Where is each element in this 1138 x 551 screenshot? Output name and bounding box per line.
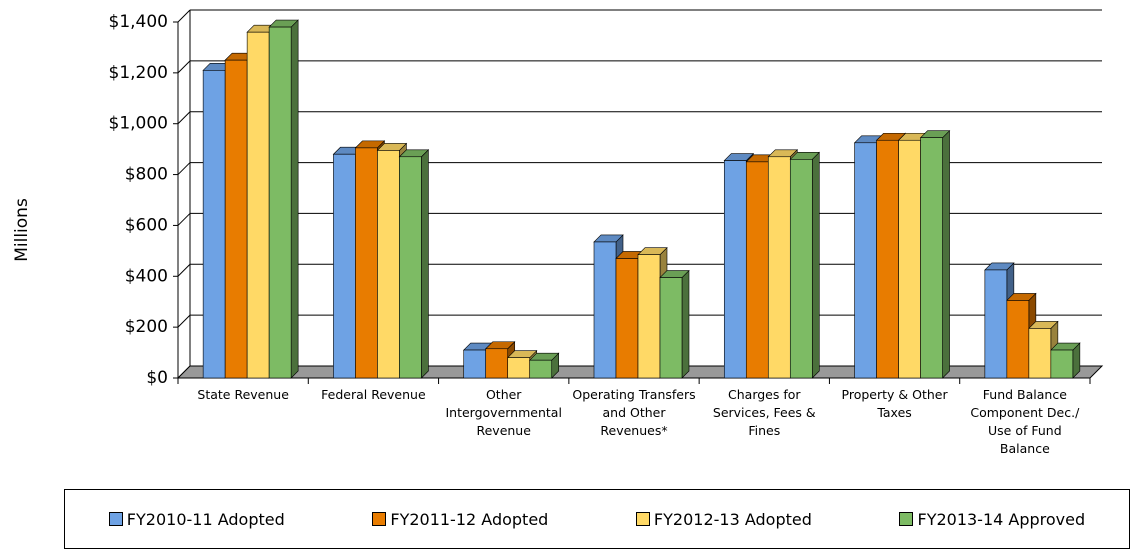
x-tick-label: Other Intergovernmental Revenue bbox=[445, 387, 562, 438]
legend-item: FY2012-13 Adopted bbox=[635, 509, 812, 529]
x-tick-label: State Revenue bbox=[197, 387, 289, 402]
bar bbox=[224, 59, 248, 379]
bar bbox=[529, 359, 553, 379]
grid-line-side bbox=[177, 9, 191, 23]
bar-side bbox=[681, 269, 690, 379]
y-tick-label: $0 bbox=[146, 368, 168, 388]
bar bbox=[854, 142, 877, 379]
bar bbox=[463, 349, 487, 379]
bar-side bbox=[942, 129, 950, 379]
legend-item: FY2013-14 Approved bbox=[899, 510, 1085, 529]
legend-label: FY2010-11 Adopted bbox=[126, 509, 285, 529]
bar bbox=[593, 241, 617, 379]
grid-line-side bbox=[177, 111, 191, 125]
bar bbox=[485, 348, 509, 379]
y-tick-label: $1,000 bbox=[109, 114, 168, 134]
grid-line-side bbox=[177, 60, 191, 74]
bar bbox=[659, 277, 683, 379]
x-tick-label: Operating Transfers and Other Revenues* bbox=[572, 387, 696, 438]
bar bbox=[268, 26, 292, 379]
grid-line-side bbox=[177, 263, 191, 277]
y-tick-label: $800 bbox=[125, 165, 168, 185]
bar-side bbox=[421, 149, 429, 379]
bar bbox=[789, 159, 813, 379]
bar bbox=[615, 258, 639, 379]
bar bbox=[1006, 300, 1030, 379]
bar-side bbox=[290, 19, 299, 379]
legend-item: FY2010-11 Adopted bbox=[108, 509, 285, 529]
bar bbox=[377, 150, 400, 379]
legend-swatch bbox=[108, 512, 123, 526]
y-tick-label: $1,200 bbox=[109, 63, 168, 83]
bar bbox=[333, 153, 356, 379]
bar bbox=[1028, 328, 1052, 379]
bar bbox=[202, 70, 226, 379]
grid-line-side bbox=[177, 314, 191, 328]
bar bbox=[767, 156, 791, 379]
y-tick-label: $600 bbox=[125, 215, 168, 235]
bar bbox=[1050, 349, 1074, 379]
x-tick-label: Fund Balance Component Dec./ Use of Fund… bbox=[970, 387, 1080, 456]
bar bbox=[723, 160, 747, 379]
bar bbox=[246, 31, 270, 379]
bar bbox=[355, 147, 378, 379]
legend-swatch bbox=[635, 512, 650, 526]
legend-label: FY2012-13 Adopted bbox=[653, 509, 812, 529]
legend: FY2010-11 Adopted FY2011-12 Adopted FY2012… bbox=[64, 489, 1130, 549]
bar bbox=[399, 156, 422, 379]
legend-label: FY2013-14 Approved bbox=[917, 509, 1086, 529]
bar bbox=[984, 269, 1008, 379]
chart: Millions $0 $200 $400 $600 $800 $1,000 $1,200 $… bbox=[12, 9, 1104, 388]
legend-label: FY2011-12 Adopted bbox=[390, 509, 549, 529]
y-axis-label: Millions bbox=[12, 198, 32, 262]
bar bbox=[920, 137, 943, 379]
bar bbox=[637, 254, 661, 379]
grid-line-side bbox=[177, 213, 191, 226]
x-tick-label: Federal Revenue bbox=[321, 387, 426, 402]
bar bbox=[507, 357, 531, 379]
y-tick-label: $1,400 bbox=[109, 12, 168, 32]
grid-line-side bbox=[177, 162, 191, 175]
legend-item: FY2011-12 Adopted bbox=[372, 510, 548, 529]
bar bbox=[745, 161, 769, 379]
bar bbox=[898, 139, 921, 379]
bar bbox=[876, 139, 899, 379]
x-tick-label: Charges for Services, Fees & Fines bbox=[712, 387, 816, 438]
legend-swatch bbox=[372, 512, 387, 526]
x-tick-label: Property & Other Taxes bbox=[841, 387, 948, 420]
bar-side bbox=[811, 151, 820, 379]
y-tick-label: $400 bbox=[125, 266, 168, 286]
y-tick-label: $200 bbox=[125, 317, 168, 337]
legend-swatch bbox=[899, 512, 914, 526]
